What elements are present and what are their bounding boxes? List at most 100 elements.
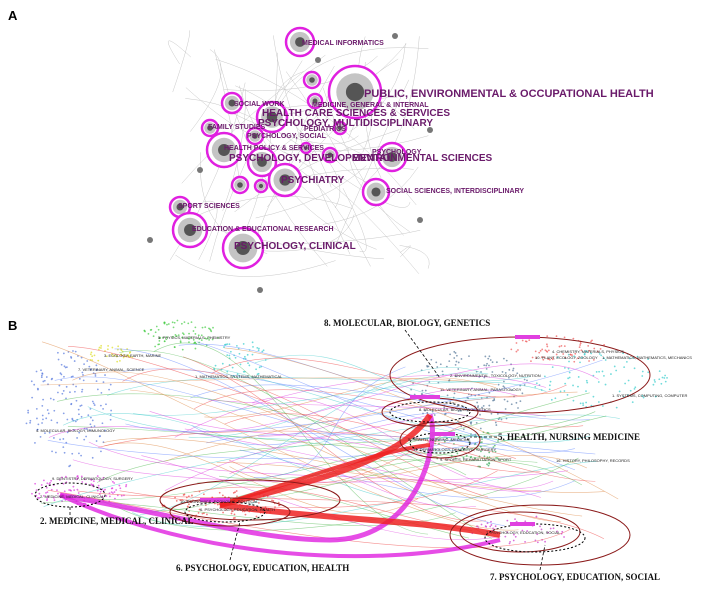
dot bbox=[60, 373, 63, 376]
dot bbox=[72, 350, 74, 352]
dot bbox=[212, 326, 214, 329]
dot bbox=[664, 374, 667, 377]
dot bbox=[242, 370, 245, 373]
dot bbox=[176, 319, 179, 322]
dot bbox=[194, 341, 197, 344]
dot bbox=[190, 321, 193, 324]
main-link bbox=[59, 414, 435, 543]
link bbox=[191, 412, 487, 446]
dot bbox=[641, 394, 644, 397]
dot bbox=[188, 503, 190, 506]
dot bbox=[523, 378, 526, 381]
dot bbox=[588, 360, 590, 362]
dot bbox=[114, 497, 116, 500]
link bbox=[190, 384, 590, 421]
dot bbox=[188, 341, 190, 344]
dot bbox=[65, 397, 67, 400]
map-label: 7. VETERINARY, ANIMAL, SCIENCE bbox=[78, 367, 145, 372]
dot bbox=[206, 513, 208, 516]
dot bbox=[583, 353, 586, 356]
bar bbox=[510, 522, 535, 526]
node-core bbox=[371, 187, 381, 197]
dot bbox=[587, 344, 590, 347]
dot bbox=[143, 329, 146, 332]
link bbox=[48, 426, 542, 492]
dot bbox=[41, 414, 44, 417]
dot bbox=[664, 380, 667, 383]
map-label: 7. PSYCHOLOGY, EDUCATION, SOCIAL bbox=[486, 530, 561, 535]
dot bbox=[48, 483, 51, 485]
map-label: 4. MOLECULAR, BIOLOGY, IMMUNOLOGY bbox=[36, 428, 115, 433]
cluster-label: 7. PSYCHOLOGY, EDUCATION, SOCIAL bbox=[490, 572, 660, 582]
dot bbox=[234, 356, 237, 359]
dot bbox=[63, 490, 66, 493]
link bbox=[234, 129, 400, 213]
link bbox=[165, 391, 578, 462]
arrow bbox=[229, 521, 241, 561]
dot bbox=[34, 482, 37, 485]
link bbox=[219, 415, 607, 480]
dot bbox=[486, 522, 489, 524]
dot bbox=[42, 418, 44, 421]
dot bbox=[53, 496, 55, 499]
dot bbox=[76, 488, 79, 491]
main-link bbox=[219, 413, 433, 508]
dot bbox=[585, 401, 588, 404]
dot bbox=[580, 349, 583, 352]
dot bbox=[221, 494, 224, 497]
cluster-label: 5. HEALTH, NURSING MEDICINE bbox=[498, 432, 640, 442]
dot bbox=[44, 432, 46, 435]
dot bbox=[95, 364, 98, 367]
dot bbox=[568, 360, 570, 363]
dot bbox=[255, 515, 258, 518]
dot bbox=[47, 495, 50, 498]
link bbox=[119, 350, 492, 539]
dot bbox=[34, 442, 36, 444]
dot bbox=[585, 379, 588, 382]
dot bbox=[633, 367, 636, 370]
node-core bbox=[176, 203, 184, 211]
dot bbox=[642, 396, 645, 399]
dot bbox=[633, 387, 636, 390]
dot bbox=[247, 362, 249, 365]
dot bbox=[531, 356, 534, 359]
dot bbox=[62, 482, 65, 485]
dot bbox=[217, 336, 219, 339]
dot bbox=[490, 412, 493, 415]
node-core bbox=[337, 125, 343, 131]
node bbox=[392, 33, 398, 39]
dot bbox=[85, 435, 88, 438]
dot bbox=[233, 513, 236, 516]
link bbox=[189, 222, 384, 260]
dot bbox=[502, 385, 505, 388]
dot bbox=[495, 424, 498, 426]
dot bbox=[261, 350, 264, 353]
dot bbox=[647, 371, 650, 374]
dot bbox=[493, 398, 496, 400]
dot bbox=[486, 463, 488, 466]
dot bbox=[552, 527, 555, 530]
dot bbox=[653, 379, 656, 381]
dot bbox=[485, 367, 488, 370]
dot bbox=[462, 456, 465, 459]
dot bbox=[554, 397, 557, 400]
dot bbox=[158, 339, 161, 342]
dot bbox=[111, 480, 114, 483]
dot bbox=[182, 333, 185, 336]
dot bbox=[56, 351, 59, 354]
node bbox=[197, 167, 203, 173]
dot bbox=[431, 410, 434, 413]
node-label: SOCIAL SCIENCES, INTERDISCIPLINARY bbox=[386, 188, 524, 195]
dot bbox=[201, 512, 204, 515]
dot bbox=[556, 356, 559, 359]
dot bbox=[165, 338, 168, 341]
main-link bbox=[219, 502, 501, 538]
dot bbox=[488, 364, 490, 367]
dot bbox=[504, 535, 507, 538]
dot bbox=[179, 341, 182, 344]
link bbox=[194, 389, 584, 428]
dot bbox=[488, 462, 491, 465]
link bbox=[188, 372, 489, 438]
map-label: 9. DENTISTRY, DERMATOLOGY, SURGERY bbox=[52, 476, 133, 481]
dot bbox=[521, 392, 524, 395]
